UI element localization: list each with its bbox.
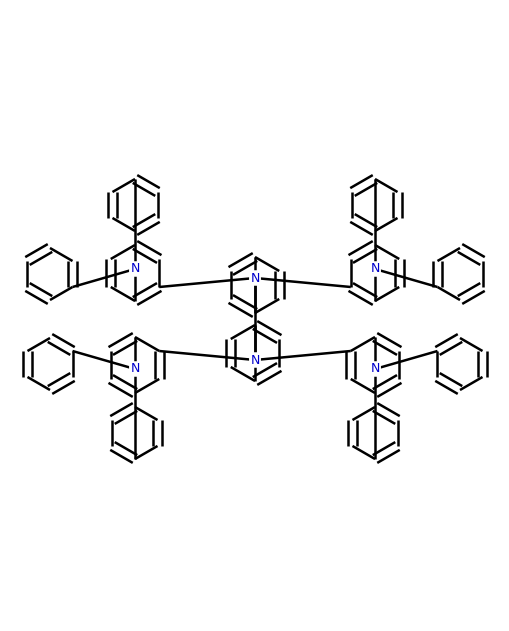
Text: N: N (130, 362, 139, 375)
Text: N: N (250, 271, 259, 285)
Text: N: N (130, 262, 139, 276)
Text: N: N (250, 353, 259, 367)
Text: N: N (370, 262, 379, 276)
Text: N: N (370, 362, 379, 375)
